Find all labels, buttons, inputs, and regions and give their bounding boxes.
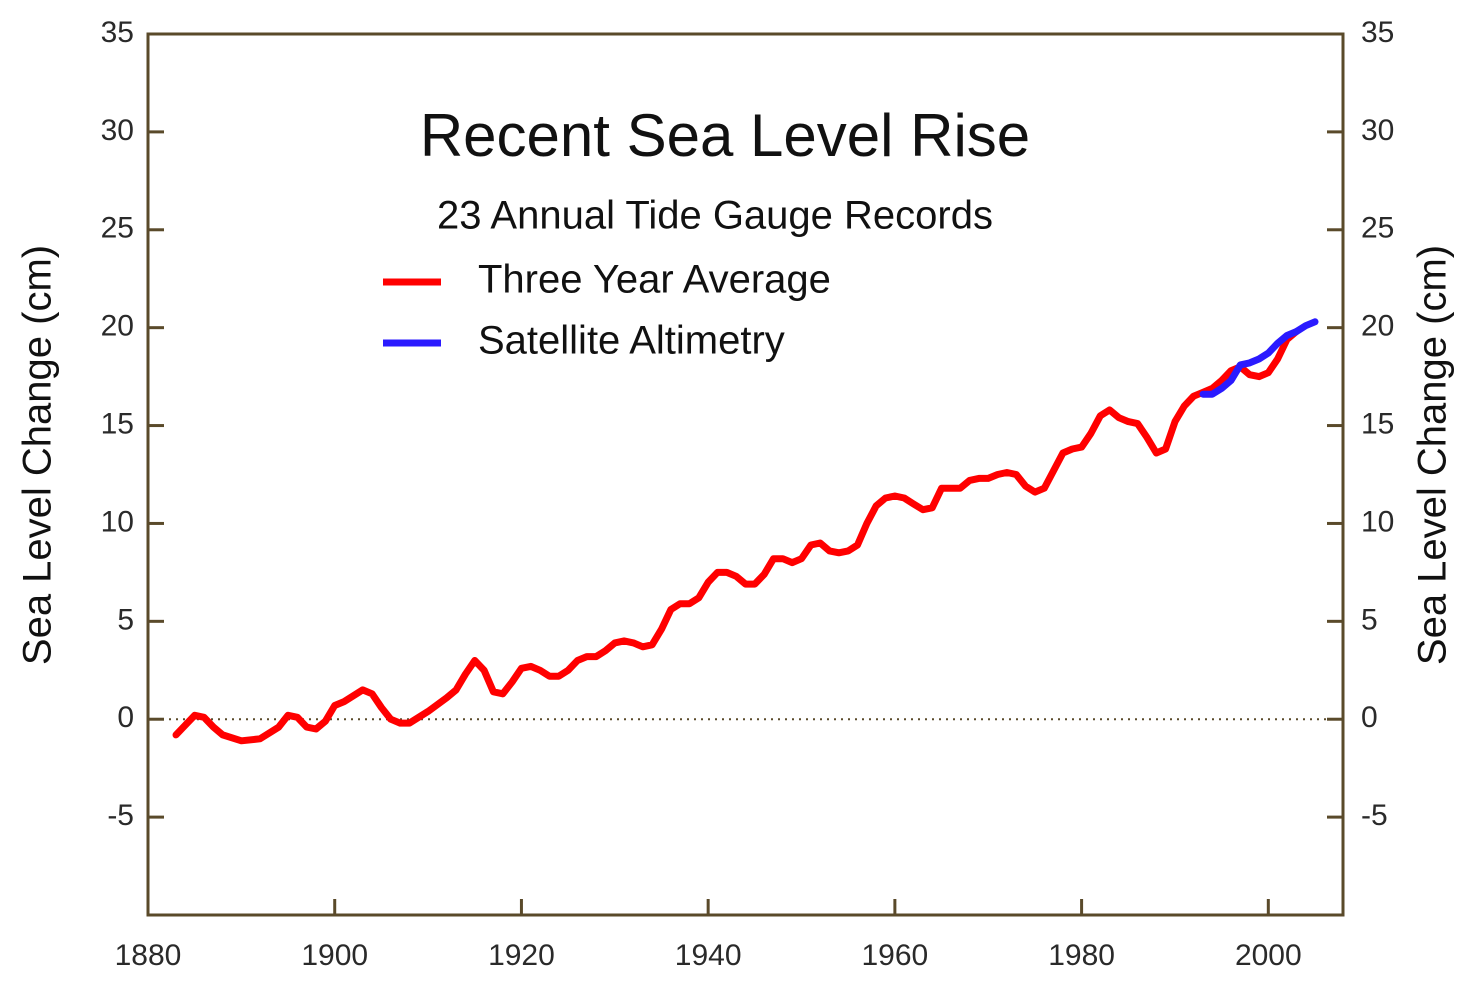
y2-tick-label: 15	[1361, 407, 1394, 440]
y2-tick-label: 5	[1361, 603, 1378, 636]
chart-title: Recent Sea Level Rise	[420, 102, 1030, 169]
x-tick-label: 1960	[862, 939, 929, 972]
y-tick-label: 35	[101, 16, 134, 49]
series-line	[172, 328, 1300, 745]
y2-tick-label: 20	[1361, 310, 1394, 343]
y-tick-label: 10	[101, 505, 134, 538]
legend-label: Three Year Average	[478, 258, 831, 302]
y2-tick-label: 0	[1361, 701, 1378, 734]
y-tick-label: 20	[101, 310, 134, 343]
x-tick-label: 1900	[301, 939, 368, 972]
series-line	[1199, 318, 1319, 398]
y2-axis-label: Sea Level Change (cm)	[1411, 245, 1455, 665]
y-tick-label: 15	[101, 407, 134, 440]
y2-tick-label: 25	[1361, 212, 1394, 245]
x-tick-label: 1980	[1048, 939, 1115, 972]
y2-tick-label: 30	[1361, 114, 1394, 147]
x-tick-label: 1920	[488, 939, 555, 972]
x-tick-label: 2000	[1235, 939, 1302, 972]
plot-frame	[146, 32, 1345, 917]
y2-tick-label: -5	[1361, 799, 1388, 832]
y2-tick-label: 10	[1361, 505, 1394, 538]
y-tick-label: 25	[101, 212, 134, 245]
x-tick-label: 1940	[675, 939, 742, 972]
y-tick-label: 5	[117, 603, 134, 636]
y-axis-label: Sea Level Change (cm)	[16, 245, 60, 665]
y-tick-label: 0	[117, 701, 134, 734]
chart-subtitle: 23 Annual Tide Gauge Records	[437, 194, 993, 238]
y2-tick-label: 35	[1361, 16, 1394, 49]
y-tick-label: -5	[107, 799, 134, 832]
y-tick-label: 30	[101, 114, 134, 147]
x-tick-label: 1880	[115, 939, 182, 972]
legend-label: Satellite Altimetry	[478, 319, 785, 363]
